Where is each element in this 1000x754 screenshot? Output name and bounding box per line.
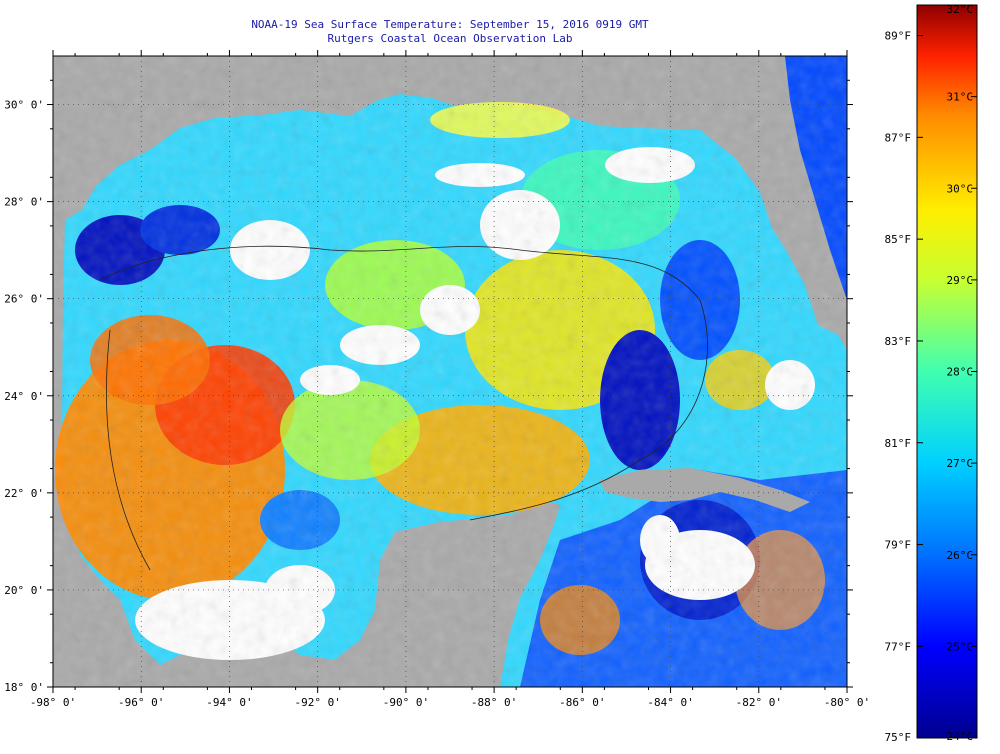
lat-label: 20° 0'	[4, 584, 44, 597]
lon-label: -84° 0'	[647, 696, 693, 709]
colorbar	[916, 4, 978, 739]
colorbar-f-label: 77°F	[885, 640, 912, 653]
lon-label: -88° 0'	[471, 696, 517, 709]
gulf-water	[53, 56, 847, 687]
colorbar-c-label: 29°C	[947, 274, 974, 287]
colorbar-f-label: 87°F	[885, 131, 912, 144]
map-subtitle: Rutgers Coastal Ocean Observation Lab	[327, 32, 573, 45]
lat-label: 30° 0'	[4, 99, 44, 112]
lon-label: -90° 0'	[383, 696, 429, 709]
colorbar-c-label: 25°C	[947, 640, 974, 653]
colorbar-f-label: 83°F	[885, 335, 912, 348]
colorbar-f-label: 75°F	[885, 731, 912, 744]
lat-label: 26° 0'	[4, 293, 44, 306]
colorbar-c-label: 26°C	[947, 549, 974, 562]
colorbar-f-label: 85°F	[885, 233, 912, 246]
lat-label: 24° 0'	[4, 390, 44, 403]
colorbar-c-label: 31°C	[947, 91, 974, 104]
colorbar-f-label: 81°F	[885, 437, 912, 450]
lon-label: -86° 0'	[559, 696, 605, 709]
lon-label: -82° 0'	[736, 696, 782, 709]
lat-label: 28° 0'	[4, 196, 44, 209]
colorbar-f-label: 79°F	[885, 539, 912, 552]
lat-label: 18° 0'	[4, 681, 44, 694]
colorbar-c-label: 28°C	[947, 366, 974, 379]
colorbar-c-label: 27°C	[947, 457, 974, 470]
lon-label: -92° 0'	[294, 696, 340, 709]
colorbar-c-label: 24°C	[947, 730, 974, 743]
lon-label: -96° 0'	[118, 696, 164, 709]
graticule	[53, 56, 847, 687]
lon-label: -80° 0'	[824, 696, 870, 709]
lon-label: -98° 0'	[30, 696, 76, 709]
colorbar-f-label: 89°F	[885, 30, 912, 43]
lon-label: -94° 0'	[206, 696, 252, 709]
colorbar-c-label: 30°C	[947, 182, 974, 195]
map-title: NOAA-19 Sea Surface Temperature: Septemb…	[251, 18, 649, 31]
cuba-land	[600, 468, 810, 512]
lat-label: 22° 0'	[4, 487, 44, 500]
colorbar-c-label: 32°C	[947, 3, 974, 16]
